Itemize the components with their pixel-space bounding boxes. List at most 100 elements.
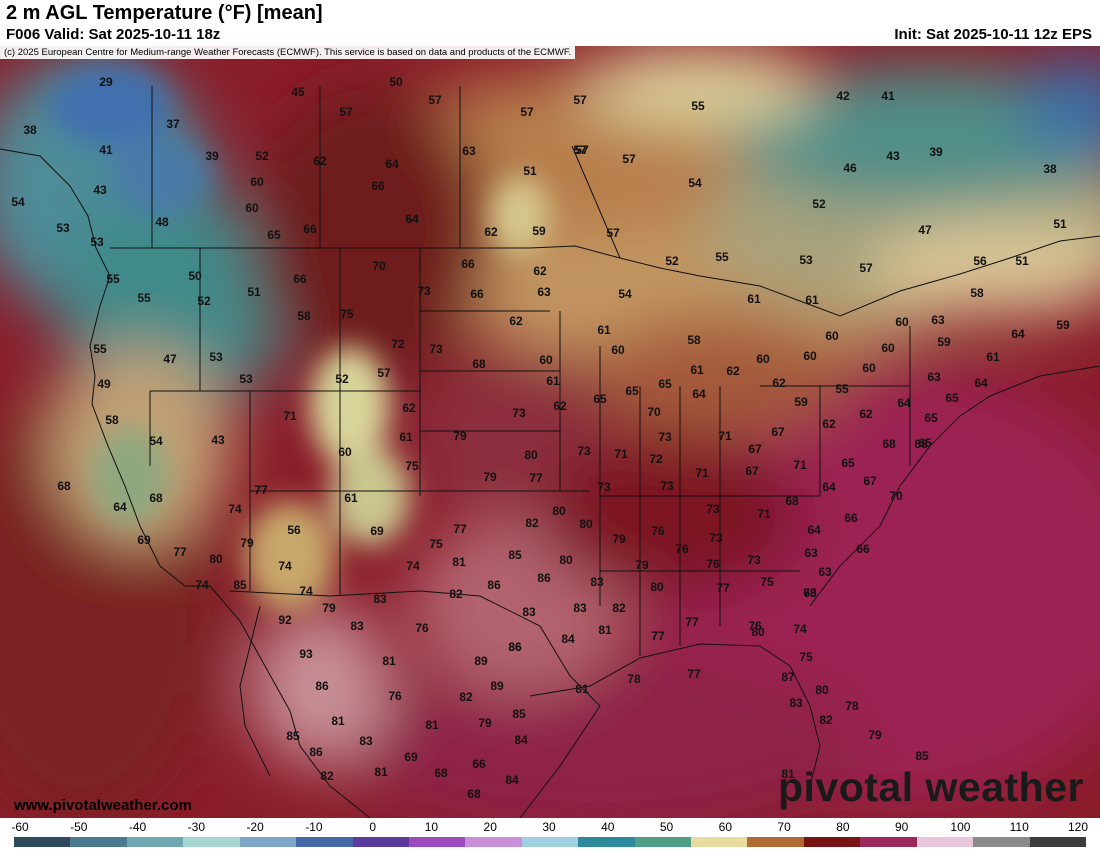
temperature-value-label: 85 bbox=[508, 548, 522, 562]
colorbar-strip bbox=[14, 837, 1087, 847]
temperature-value-label: 67 bbox=[748, 442, 762, 456]
gulf-coast bbox=[529, 643, 821, 787]
colorbar-tick-label: 110 bbox=[1009, 820, 1029, 834]
colorbar-segment bbox=[521, 837, 579, 847]
temperature-value-label: 61 bbox=[986, 350, 1000, 364]
temperature-value-label: 80 bbox=[524, 448, 538, 462]
temperature-value-label: 66 bbox=[293, 272, 307, 286]
colorbar-segment bbox=[691, 837, 748, 847]
temperature-value-label: 64 bbox=[974, 376, 988, 390]
temperature-value-label: 68 bbox=[434, 766, 448, 780]
temperature-value-label: 60 bbox=[803, 349, 817, 363]
temperature-value-label: 68 bbox=[57, 479, 71, 493]
temperature-value-label: 68 bbox=[914, 437, 928, 451]
temperature-value-label: 60 bbox=[825, 329, 839, 343]
temperature-value-label: 47 bbox=[918, 223, 932, 237]
temperature-value-label: 41 bbox=[881, 89, 895, 103]
temperature-value-label: 74 bbox=[793, 622, 807, 636]
temperature-value-label: 54 bbox=[618, 287, 632, 301]
temperature-value-label: 80 bbox=[751, 625, 765, 639]
temperature-value-label: 78 bbox=[845, 699, 859, 713]
temperature-value-label: 87 bbox=[781, 670, 795, 684]
colorbar-tick-label: 40 bbox=[601, 820, 615, 834]
temperature-value-label: 64 bbox=[1011, 327, 1025, 341]
temperature-value-label: 83 bbox=[590, 575, 604, 589]
temperature-value-label: 81 bbox=[425, 718, 439, 732]
temperature-value-label: 78 bbox=[627, 672, 641, 686]
temperature-value-label: 93 bbox=[299, 647, 313, 661]
temperature-value-label: 76 bbox=[388, 689, 402, 703]
colorbar-tick-label: -20 bbox=[246, 820, 264, 834]
temperature-value-label: 89 bbox=[490, 679, 504, 693]
temperature-value-label: 38 bbox=[23, 123, 37, 137]
temperature-value-label: 58 bbox=[687, 333, 701, 347]
temperature-value-label: 82 bbox=[320, 769, 334, 783]
temperature-value-label: 57 bbox=[377, 366, 391, 380]
temperature-value-label: 66 bbox=[303, 222, 317, 236]
temperature-value-label: 60 bbox=[250, 175, 264, 189]
temperature-value-label: 71 bbox=[283, 409, 297, 423]
temperature-value-label: 65 bbox=[593, 392, 607, 406]
temperature-value-label: 60 bbox=[245, 201, 259, 215]
temperature-value-label: 57 bbox=[428, 93, 442, 107]
temperature-value-label: 53 bbox=[90, 235, 104, 249]
website-link[interactable]: www.pivotalweather.com bbox=[14, 797, 192, 814]
temperature-value-label: 73 bbox=[512, 406, 526, 420]
temperature-value-label: 70 bbox=[889, 489, 903, 503]
temperature-value-label: 62 bbox=[533, 264, 547, 278]
temperature-value-label: 76 bbox=[748, 619, 762, 633]
temperature-value-label: 86 bbox=[508, 640, 522, 654]
temperature-value-label: 60 bbox=[862, 361, 876, 375]
temperature-value-label: 86 bbox=[487, 578, 501, 592]
temperature-value-label: 64 bbox=[692, 387, 706, 401]
temperature-value-label: 61 bbox=[690, 363, 704, 377]
colorbar-segment bbox=[296, 837, 353, 847]
temperature-value-label: 80 bbox=[559, 553, 573, 567]
colorbar-tick-label: 80 bbox=[836, 820, 850, 834]
temperature-value-label: 57 bbox=[520, 105, 534, 119]
temperature-value-label: 63 bbox=[931, 313, 945, 327]
temperature-value-label: 65 bbox=[658, 377, 672, 391]
temperature-value-label: 62 bbox=[553, 399, 567, 413]
temperature-value-label: 82 bbox=[819, 713, 833, 727]
temperature-value-label: 63 bbox=[462, 144, 476, 158]
temperature-value-label: 80 bbox=[209, 552, 223, 566]
temperature-value-label: 74 bbox=[406, 559, 420, 573]
temperature-value-label: 39 bbox=[929, 145, 943, 159]
temperature-value-label: 50 bbox=[188, 269, 202, 283]
colorbar-segment bbox=[14, 837, 71, 847]
temperature-value-label: 86 bbox=[315, 679, 329, 693]
header: 2 m AGL Temperature (°F) [mean] F006 Val… bbox=[0, 0, 1100, 46]
temperature-value-label: 79 bbox=[478, 716, 492, 730]
temperature-value-label: 71 bbox=[695, 466, 709, 480]
temperature-value-label: 80 bbox=[552, 504, 566, 518]
colorbar-segment bbox=[352, 837, 409, 847]
temperature-value-label: 73 bbox=[417, 284, 431, 298]
temperature-value-label: 63 bbox=[804, 546, 818, 560]
temperature-value-label: 45 bbox=[291, 85, 305, 99]
temperature-value-label: 52 bbox=[665, 254, 679, 268]
colorbar-segment bbox=[239, 837, 297, 847]
temperature-value-label: 58 bbox=[297, 309, 311, 323]
temperature-value-label: 71 bbox=[614, 447, 628, 461]
temperature-value-label: 57 bbox=[339, 105, 353, 119]
temperature-value-label: 54 bbox=[11, 195, 25, 209]
temperature-value-label: 77 bbox=[716, 581, 730, 595]
temperature-value-label: 57 bbox=[859, 261, 873, 275]
temperature-value-label: 48 bbox=[155, 215, 169, 229]
temperature-value-label: 83 bbox=[359, 734, 373, 748]
temperature-value-label: 75 bbox=[799, 650, 813, 664]
temperature-value-label: 59 bbox=[1056, 318, 1070, 332]
temperature-value-label: 55 bbox=[137, 291, 151, 305]
colorbar-tick-label: -10 bbox=[305, 820, 323, 834]
colorbar-tick-label: 60 bbox=[718, 820, 733, 834]
temperature-value-label: 79 bbox=[453, 429, 467, 443]
temperature-value-label: 71 bbox=[793, 458, 807, 472]
temperature-value-label: 89 bbox=[474, 654, 488, 668]
temperature-value-label: 72 bbox=[391, 337, 405, 351]
temperature-value-label: 71 bbox=[718, 429, 732, 443]
temperature-value-label: 51 bbox=[523, 164, 537, 178]
temperature-value-label: 81 bbox=[781, 767, 795, 781]
temperature-value-label: 68 bbox=[882, 437, 896, 451]
temperature-value-label: 77 bbox=[173, 545, 187, 559]
